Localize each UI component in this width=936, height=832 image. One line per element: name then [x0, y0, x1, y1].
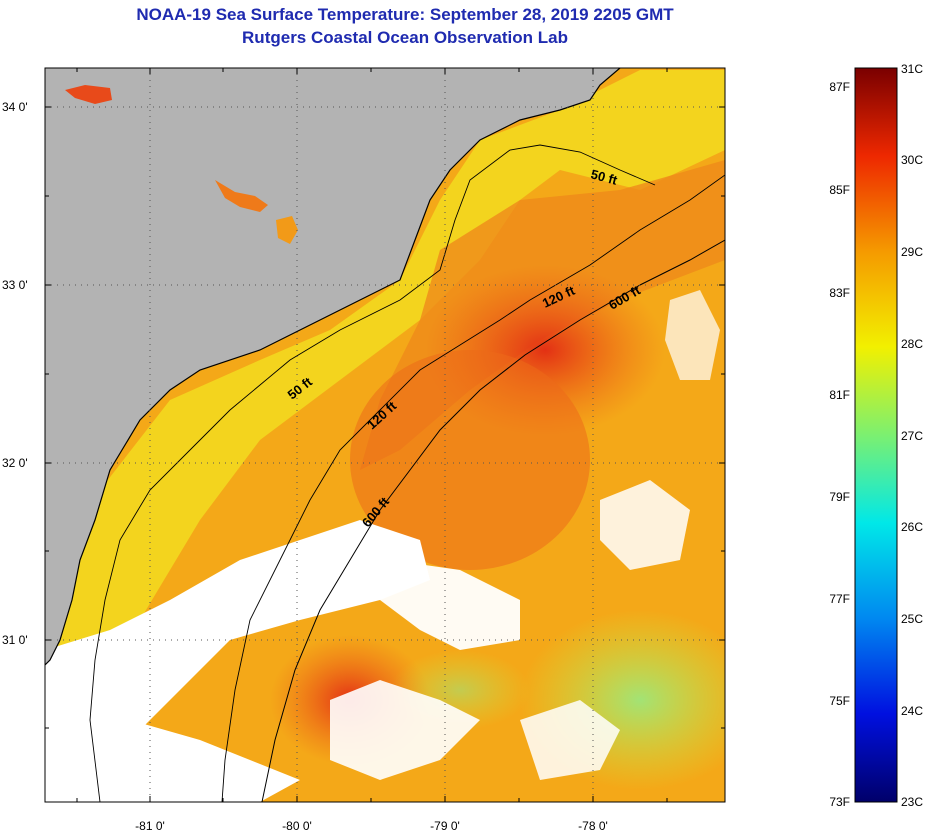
- isobath-50ft: [89, 144, 656, 802]
- cloud-cover: [45, 290, 720, 802]
- cb-c-25: 25C: [901, 612, 924, 626]
- inland-lake-2: [215, 180, 268, 212]
- depth-label-50ft-north: 50 ft: [589, 166, 619, 188]
- inland-lake-3: [276, 216, 298, 244]
- isobath-600ft: [261, 239, 725, 802]
- graticule: [45, 68, 725, 802]
- cb-c-29: 29C: [901, 245, 924, 259]
- colorbar: [854, 67, 898, 803]
- warm-eddy: [350, 350, 590, 570]
- cb-f-73: 73F: [829, 795, 850, 809]
- cb-f-77: 77F: [829, 592, 850, 606]
- cb-c-23: 23C: [901, 795, 924, 809]
- lat-label-31: 31 0': [2, 633, 28, 647]
- latitude-labels: 34 0' 33 0' 32 0' 31 0': [2, 100, 28, 647]
- longitude-labels: -81 0' -80 0' -79 0' -78 0': [135, 819, 608, 832]
- cb-f-87: 87F: [829, 80, 850, 94]
- cb-c-28: 28C: [901, 337, 924, 351]
- cb-f-75: 75F: [829, 694, 850, 708]
- cb-f-85: 85F: [829, 183, 850, 197]
- map-title: NOAA-19 Sea Surface Temperature: Septemb…: [136, 5, 674, 24]
- lat-label-34: 34 0': [2, 100, 28, 114]
- cb-c-27: 27C: [901, 429, 924, 443]
- cb-f-79: 79F: [829, 490, 850, 504]
- lon-label-80: -80 0': [282, 819, 312, 832]
- sst-image: [45, 68, 725, 802]
- lon-label-79: -79 0': [430, 819, 460, 832]
- land-mass: [45, 68, 620, 665]
- cb-f-83: 83F: [829, 286, 850, 300]
- coastline: [45, 68, 621, 666]
- map-subtitle: Rutgers Coastal Ocean Observation Lab: [242, 28, 568, 47]
- lat-label-33: 33 0': [2, 278, 28, 292]
- lon-label-81: -81 0': [135, 819, 165, 832]
- lon-label-78: -78 0': [578, 819, 608, 832]
- map-frame: [44, 67, 726, 803]
- isobath-120ft: [221, 174, 725, 802]
- axis-ticks: [45, 68, 725, 802]
- cb-c-31: 31C: [901, 62, 924, 76]
- inland-lake-1: [65, 85, 112, 104]
- cb-c-26: 26C: [901, 520, 924, 534]
- cb-c-30: 30C: [901, 153, 924, 167]
- cb-c-24: 24C: [901, 704, 924, 718]
- lat-label-32: 32 0': [2, 456, 28, 470]
- cb-f-81: 81F: [829, 388, 850, 402]
